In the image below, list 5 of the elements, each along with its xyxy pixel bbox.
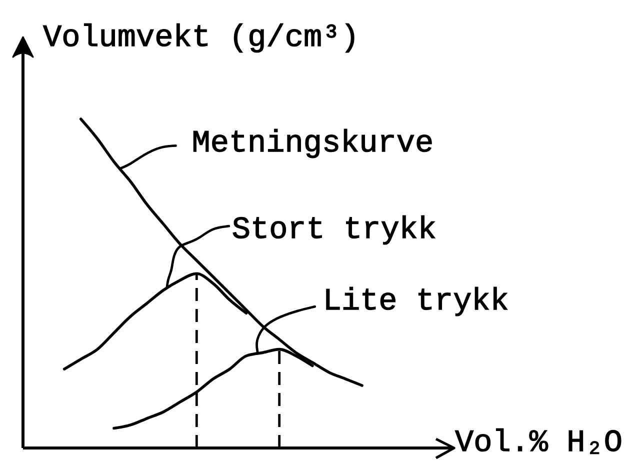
y-axis-title: Volumvekt (g/cm³) [43, 21, 360, 56]
x-axis-title: Vol.% H₂O [455, 426, 622, 461]
legend-label: Metningskurve [192, 126, 434, 162]
series-label: Stort trykk [232, 212, 437, 248]
series-label: Lite trykk [322, 284, 509, 320]
